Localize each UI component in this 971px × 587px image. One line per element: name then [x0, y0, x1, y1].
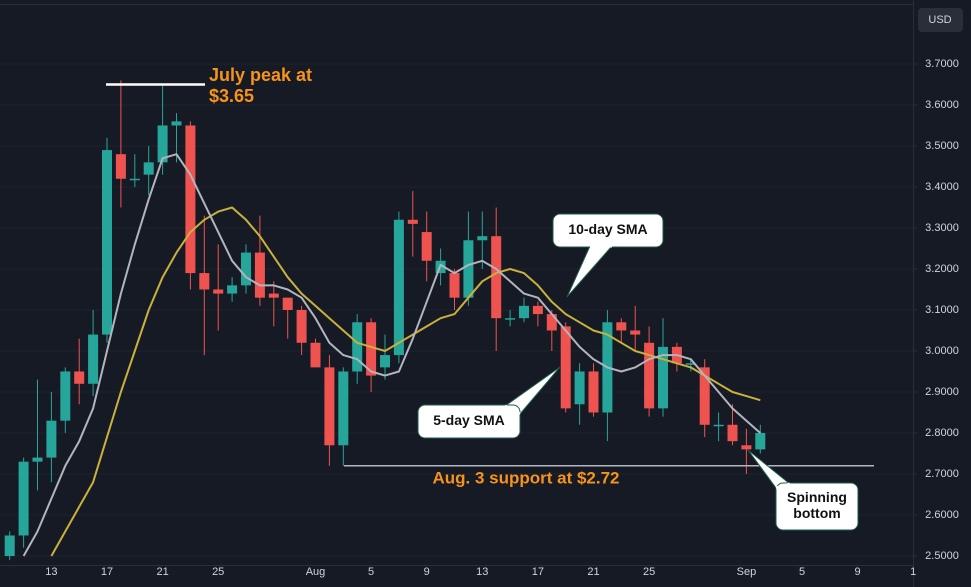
candle-body — [393, 219, 404, 356]
x-tick-label: 1 — [910, 566, 916, 578]
candle-body — [741, 445, 752, 450]
candle-body — [380, 355, 390, 368]
candle-body — [519, 305, 529, 319]
y-tick-label: 3.5000 — [925, 140, 959, 152]
currency-badge[interactable] — [918, 8, 963, 32]
candle-body — [254, 252, 265, 298]
candle-body — [46, 420, 57, 458]
candle-body — [88, 334, 99, 384]
candle-body — [574, 371, 585, 405]
candle-body — [366, 322, 377, 376]
sma10-callout-label: 10-day SMA — [568, 221, 647, 237]
spinning-callout-box — [775, 482, 859, 531]
candle-body — [185, 125, 196, 274]
y-tick-label: 2.8000 — [925, 427, 959, 439]
sma5-callout-joint — [504, 404, 521, 416]
y-tick-label: 3.7000 — [925, 58, 959, 70]
x-tick-label: 25 — [212, 566, 224, 578]
candle-body — [491, 236, 502, 319]
candle-body — [241, 252, 251, 286]
x-tick-label: 21 — [156, 566, 168, 578]
candle-body — [449, 273, 460, 298]
sma5-callout-box — [417, 404, 521, 439]
candle-body — [685, 363, 696, 365]
candle-body — [658, 346, 668, 409]
candle-body — [630, 330, 641, 335]
candle-body — [699, 367, 710, 425]
candle-body — [324, 367, 335, 446]
candle-body — [421, 232, 432, 261]
candle-body — [157, 125, 168, 163]
peak-label: $3.65 — [209, 86, 254, 106]
x-tick-label: Aug — [306, 566, 326, 578]
candle-body — [60, 371, 71, 421]
y-tick-label: 3.0000 — [925, 345, 959, 357]
candle-body — [129, 178, 140, 181]
y-tick-label: 3.4000 — [925, 181, 959, 193]
candle-body — [171, 121, 182, 126]
candle-body — [74, 371, 85, 384]
spinning-callout-label: Spinning — [787, 489, 847, 505]
candle-body — [213, 289, 224, 294]
spinning-callout-label: bottom — [793, 505, 840, 521]
candle-body — [199, 273, 210, 290]
peak-label: July peak at — [209, 65, 312, 85]
sma-line — [22, 153, 761, 557]
sma5-callout-label: 5-day SMA — [433, 412, 505, 428]
candle-body — [616, 322, 627, 331]
candle-body — [115, 154, 126, 179]
y-tick-label: 3.2000 — [925, 263, 959, 275]
candle-body — [560, 326, 571, 409]
candle-body — [546, 314, 557, 331]
x-tick-label: 5 — [368, 566, 374, 578]
x-tick-label: 17 — [532, 566, 544, 578]
y-tick-label: 2.9000 — [925, 386, 959, 398]
y-tick-label: 2.6000 — [925, 509, 959, 521]
currency-label: USD — [928, 14, 951, 26]
plot — [4, 80, 766, 561]
candle-body — [296, 309, 307, 343]
candle-body — [588, 371, 599, 413]
y-tick-label: 3.6000 — [925, 99, 959, 111]
y-tick-label: 2.5000 — [925, 550, 959, 562]
candle-body — [268, 293, 279, 298]
sma-line — [50, 206, 761, 557]
y-tick-label: 3.3000 — [925, 222, 959, 234]
candle-body — [352, 322, 363, 372]
x-tick-label: Sep — [737, 566, 757, 578]
candle-body — [713, 424, 724, 427]
candle-body — [102, 150, 112, 335]
x-tick-label: 13 — [45, 566, 57, 578]
candle-body — [4, 535, 15, 556]
y-tick-label: 3.1000 — [925, 304, 959, 316]
x-tick-label: 5 — [799, 566, 805, 578]
candle-body — [143, 162, 154, 175]
candle-body — [477, 236, 488, 241]
spinning-callout-joint — [775, 482, 791, 490]
candle-body — [18, 461, 29, 536]
candle-body — [310, 342, 321, 368]
candle-body — [227, 285, 238, 294]
candle-body — [505, 318, 516, 320]
x-tick-label: 9 — [424, 566, 430, 578]
candle-body — [463, 240, 474, 298]
support-label: Aug. 3 support at $2.72 — [432, 468, 619, 487]
y-tick-label: 2.7000 — [925, 468, 959, 480]
candle-body — [338, 371, 349, 446]
candle-body — [727, 424, 738, 442]
candle-body — [532, 305, 543, 315]
candle-body — [32, 457, 43, 462]
x-tick-label: 13 — [476, 566, 488, 578]
candle-body — [644, 342, 655, 409]
x-tick-label: 9 — [855, 566, 861, 578]
x-tick-label: 17 — [101, 566, 113, 578]
candle-body — [755, 432, 766, 450]
candle-body — [282, 297, 293, 310]
x-tick-label: 25 — [643, 566, 655, 578]
x-tick-label: 21 — [587, 566, 599, 578]
candle-body — [407, 219, 418, 224]
annotations: July peak at$3.65 Aug. 3 support at $2.72… — [106, 65, 874, 531]
